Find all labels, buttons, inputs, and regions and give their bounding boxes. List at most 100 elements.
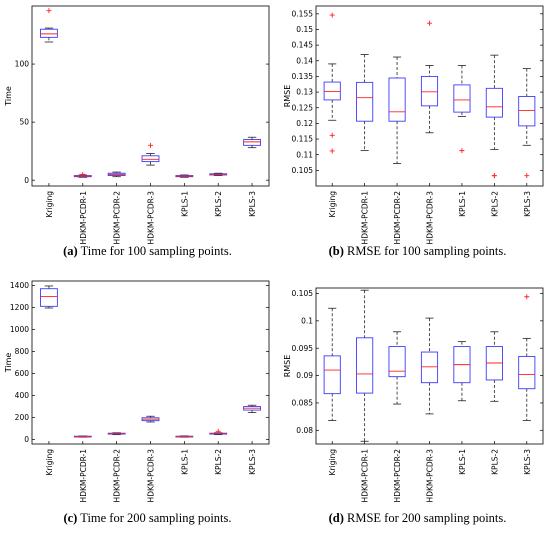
box-iqr — [356, 337, 374, 394]
box-iqr — [243, 139, 261, 146]
caption-c: (c) Time for 200 sampling points. — [20, 511, 275, 526]
outlier-marker — [215, 428, 221, 434]
y-tick-label: 0 — [24, 435, 29, 444]
y-tick-label: 0.155 — [292, 9, 314, 18]
box-iqr — [485, 87, 503, 118]
panel-d-rmse-200: 0.08 0.085 0.09 0.095 0.1 0.105 RMSE Kriging HDK… — [283, 287, 544, 503]
y-tick-label: 0.135 — [292, 72, 314, 81]
x-tick-label: HDKM-PCDR-3 — [147, 449, 156, 503]
box-iqr — [388, 77, 406, 122]
x-tick-label: HDKM-PCDR-2 — [113, 191, 122, 245]
caption-a: (a) Time for 100 sampling points. — [20, 244, 275, 259]
x-tick-label: HDKM-PCDR-3 — [426, 449, 435, 503]
y-tick-label: 600 — [15, 369, 30, 378]
panel-a-time-100: 0 50 100 Time Kriging HDKM-PCDR-1 HDKM-PCDR-2 H… — [4, 5, 270, 245]
y-axis-label: Time — [4, 353, 13, 374]
outlier-marker — [459, 148, 465, 154]
x-tick-label: KPLS-1 — [180, 191, 189, 217]
y-tick-label: 0.115 — [292, 135, 314, 144]
y-tick-label: 1400 — [10, 281, 29, 290]
x-tick-label: HDKM-PCDR-2 — [393, 449, 402, 503]
outlier-marker — [46, 8, 52, 14]
box-iqr — [388, 346, 406, 378]
plot-frame — [315, 5, 544, 187]
y-tick-label: 0.1 — [301, 316, 313, 325]
box-iqr — [356, 81, 374, 122]
y-tick-label: 50 — [19, 118, 29, 127]
x-tick-label: KPLS-3 — [248, 191, 257, 217]
box-iqr — [420, 75, 439, 107]
caption-d-tag: (d) — [328, 511, 344, 525]
x-tick-label: KPLS-2 — [214, 449, 223, 475]
box-iqr — [40, 288, 58, 307]
y-tick-label: 0.145 — [292, 41, 314, 50]
y-tick-label: 0 — [24, 176, 29, 185]
outlier-marker — [524, 173, 530, 179]
x-tick-label: Kriging — [45, 191, 54, 218]
y-axis-label: RMSE — [283, 355, 292, 378]
x-tick-label: HDKM-PCDR-1 — [79, 449, 88, 503]
box-iqr — [453, 84, 471, 113]
y-tick-label: 400 — [15, 391, 30, 400]
x-tick-label: KPLS-2 — [490, 191, 499, 217]
box-iqr — [518, 96, 536, 127]
panel-b-rmse-100: 0.105 0.11 0.115 0.12 0.125 0.13 0.135 0.14 0.14… — [283, 5, 544, 245]
x-tick-label: KPLS-1 — [180, 449, 189, 475]
y-tick-label: 0.08 — [296, 426, 313, 435]
y-tick-label: 0.15 — [296, 25, 313, 34]
x-tick-label: HDKM-PCDR-2 — [393, 191, 402, 245]
x-tick-label: Kriging — [328, 449, 337, 476]
caption-c-text: Time for 200 sampling points. — [77, 511, 232, 525]
y-tick-label: 0.095 — [292, 344, 314, 353]
y-axis-label: RMSE — [283, 85, 292, 108]
outlier-marker — [329, 132, 335, 138]
outlier-marker — [80, 171, 86, 177]
box-iqr — [323, 81, 341, 101]
box-iqr — [141, 155, 160, 163]
box-iqr — [518, 355, 536, 390]
x-tick-label: HDKM-PCDR-3 — [147, 191, 156, 245]
outlier-marker — [329, 148, 335, 154]
plot-frame — [315, 287, 544, 445]
y-tick-label: 0.12 — [296, 119, 313, 128]
outlier-marker — [491, 173, 497, 179]
x-tick-label: HDKM-PCDR-2 — [113, 449, 122, 503]
x-tick-label: HDKM-PCDR-1 — [361, 449, 370, 503]
y-tick-label: 0.125 — [292, 103, 314, 112]
x-tick-label: KPLS-2 — [214, 191, 223, 217]
y-tick-label: 0.09 — [296, 371, 313, 380]
outlier-marker — [148, 142, 153, 148]
x-tick-label: HDKM-PCDR-1 — [79, 191, 88, 245]
x-tick-label: KPLS-3 — [523, 191, 532, 217]
outlier-marker — [329, 12, 335, 18]
y-tick-label: 0.13 — [296, 88, 313, 97]
y-tick-label: 800 — [15, 347, 30, 356]
x-tick-label: KPLS-2 — [490, 449, 499, 475]
y-tick-label: 0.105 — [292, 289, 314, 298]
box-iqr — [40, 28, 58, 38]
x-tick-label: KPLS-3 — [248, 449, 257, 475]
panel-c-time-200: 0 200 400 600 800 1000 1200 1400 Time Kriging HDKM… — [4, 280, 270, 503]
y-tick-label: 100 — [15, 60, 30, 69]
caption-b-text: RMSE for 100 sampling points. — [343, 244, 507, 258]
x-tick-label: Kriging — [328, 191, 337, 218]
caption-b-tag: (b) — [328, 244, 344, 258]
outlier-marker — [524, 294, 530, 300]
y-tick-label: 0.085 — [292, 399, 314, 408]
y-tick-label: 0.11 — [296, 150, 313, 159]
y-tick-label: 0.14 — [296, 56, 313, 65]
caption-b: (b) RMSE for 100 sampling points. — [290, 244, 545, 259]
x-tick-label: KPLS-1 — [458, 191, 467, 217]
x-tick-label: KPLS-3 — [523, 449, 532, 475]
box-iqr — [420, 351, 439, 384]
caption-d: (d) RMSE for 200 sampling points. — [290, 511, 545, 526]
y-tick-label: 1000 — [10, 325, 29, 334]
caption-d-text: RMSE for 200 sampling points. — [343, 511, 507, 525]
y-axis-label: Time — [4, 86, 13, 107]
caption-a-tag: (a) — [63, 244, 78, 258]
x-tick-label: KPLS-1 — [458, 449, 467, 475]
outlier-marker — [427, 20, 432, 26]
caption-c-tag: (c) — [63, 511, 78, 525]
y-tick-label: 200 — [15, 413, 30, 422]
